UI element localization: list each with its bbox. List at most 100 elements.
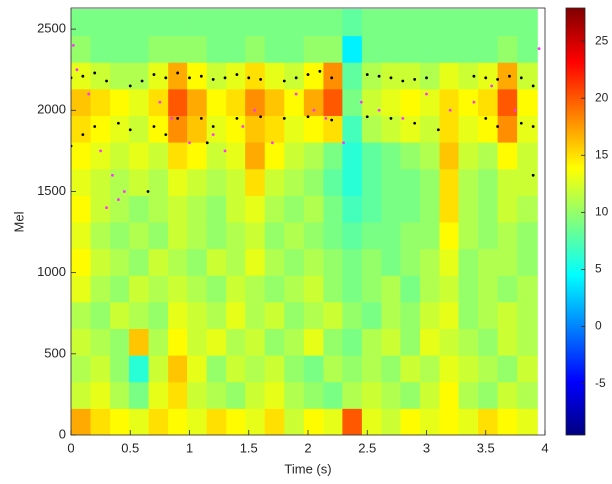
scatter-point [199, 117, 203, 120]
heatmap-cell [168, 301, 188, 329]
heatmap-cell [303, 8, 324, 37]
heatmap-cell [478, 88, 499, 116]
heatmap-cell [245, 221, 266, 250]
heatmap-cell [419, 35, 441, 63]
heatmap-cell [110, 355, 130, 383]
heatmap-cell [110, 35, 130, 63]
heatmap-cell [264, 115, 285, 143]
x-tick-label: 1 [186, 440, 193, 455]
heatmap-cell [206, 142, 227, 170]
heatmap-cell [478, 355, 499, 383]
heatmap-cell [323, 35, 343, 63]
heatmap-cell [264, 355, 285, 383]
heatmap-cell [71, 88, 92, 116]
heatmap-cell [71, 142, 92, 170]
heatmap-cell [90, 328, 111, 356]
heatmap-cell [419, 221, 441, 250]
heatmap-cell [90, 248, 111, 276]
heatmap-cell [168, 168, 188, 196]
heatmap-cell [517, 328, 538, 356]
heatmap-cell [226, 275, 246, 303]
heatmap-cell [517, 62, 538, 90]
heatmap-cell [342, 221, 363, 250]
heatmap-cell [226, 408, 246, 435]
heatmap-cell [361, 408, 382, 435]
heatmap-cell [284, 221, 305, 250]
scatter-point [176, 117, 180, 120]
heatmap-cell [168, 195, 188, 223]
heatmap-cell [90, 115, 111, 143]
heatmap-cell [90, 195, 111, 223]
heatmap-cell [245, 355, 266, 383]
heatmap-cell [90, 301, 111, 329]
heatmap-cell [90, 88, 111, 116]
heatmap-cell [284, 301, 305, 329]
scatter-point [330, 118, 334, 122]
heatmap-cell [206, 301, 227, 329]
heatmap-cell [264, 168, 285, 196]
heatmap-cell [303, 62, 324, 90]
heatmap-cell [342, 275, 363, 303]
heatmap-cell [323, 408, 343, 435]
scatter-point [436, 128, 440, 132]
colorbar-tick-label: 15 [595, 147, 609, 161]
heatmap-cell [148, 408, 169, 435]
heatmap-cell [71, 8, 92, 37]
scatter-point [472, 100, 476, 104]
scatter-point [128, 84, 132, 88]
heatmap-cell [361, 195, 382, 223]
scatter-point [531, 125, 535, 128]
scatter-point [93, 125, 97, 128]
heatmap-cell [517, 248, 538, 276]
heatmap-cell [71, 35, 92, 63]
heatmap-cell [497, 142, 518, 170]
heatmap-cell [342, 355, 363, 383]
heatmap-cell [245, 301, 266, 329]
heatmap-cell [517, 168, 538, 196]
heatmap-cell [90, 381, 111, 409]
heatmap-cell [478, 142, 499, 170]
heatmap-cell [206, 168, 227, 196]
heatmap-cell [206, 248, 227, 276]
scatter-point [122, 190, 126, 193]
scatter-point [87, 92, 91, 96]
heatmap-cell [71, 408, 92, 435]
scatter-point [146, 190, 150, 193]
heatmap-cell [110, 142, 130, 170]
scatter-point [93, 71, 97, 75]
scatter-point [531, 173, 535, 177]
scatter-point [259, 78, 262, 81]
heatmap-cell [148, 142, 169, 170]
scatter-point [282, 79, 286, 83]
heatmap-cell [419, 408, 441, 435]
scatter-point [324, 117, 328, 120]
scatter-point [490, 84, 494, 88]
heatmap-cell [323, 62, 343, 90]
heatmap-cell [226, 221, 246, 250]
scatter-point [188, 76, 191, 80]
heatmap-cell [187, 408, 208, 435]
heatmap-cell [264, 328, 285, 356]
heatmap-cell [245, 35, 266, 63]
heatmap-cell [129, 142, 150, 170]
heatmap-cell [71, 62, 92, 90]
colorbar-tick-label: 0 [595, 319, 602, 333]
heatmap-cell [400, 355, 421, 383]
heatmap-cell [361, 221, 382, 250]
scatter-point [306, 115, 310, 119]
colorbar-tick-label: 20 [595, 90, 609, 104]
heatmap-cell [264, 301, 285, 329]
heatmap-cell [303, 88, 324, 116]
heatmap-cell [226, 381, 246, 409]
heatmap-cell [361, 168, 382, 196]
heatmap-cell [129, 328, 150, 356]
scatter-point [253, 108, 257, 112]
heatmap-cell [419, 275, 441, 303]
heatmap-cell [497, 195, 518, 223]
scatter-point [176, 71, 180, 75]
x-tick-label: 0 [67, 440, 74, 455]
y-tick-label: 1500 [37, 183, 66, 198]
heatmap-cell [90, 35, 111, 63]
heatmap-cell [168, 275, 188, 303]
heatmap-cell [110, 275, 130, 303]
